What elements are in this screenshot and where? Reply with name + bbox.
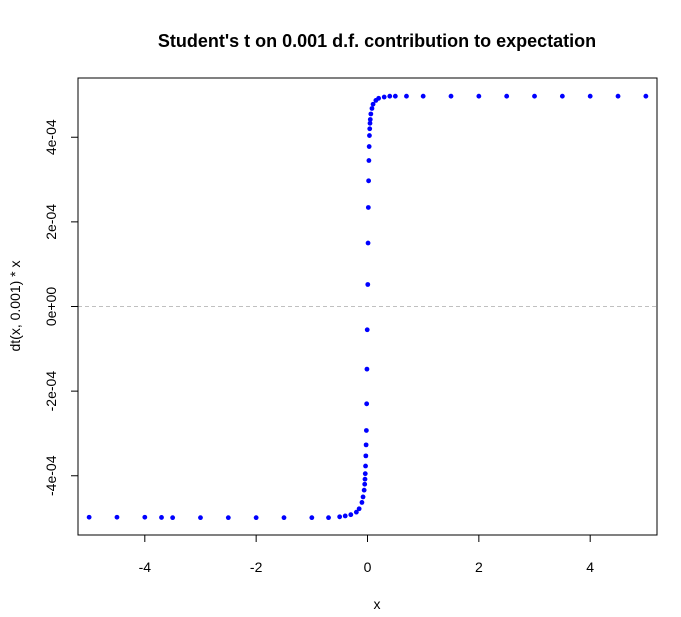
data-point <box>369 106 375 111</box>
data-point <box>142 514 148 520</box>
data-point <box>309 515 315 521</box>
x-tick-label: -4 <box>139 559 152 575</box>
data-point <box>367 133 372 138</box>
data-point <box>363 428 369 433</box>
data-point <box>392 93 398 99</box>
data-point <box>362 481 368 487</box>
data-point <box>337 514 343 520</box>
y-axis-label: dt(x, 0.001) * x <box>7 260 23 351</box>
data-point <box>356 506 362 512</box>
data-point <box>367 120 373 126</box>
x-tick-label: -2 <box>250 559 263 575</box>
data-point <box>348 512 354 518</box>
data-point <box>366 144 372 149</box>
data-point <box>364 401 370 407</box>
data-point <box>368 111 374 117</box>
data-point <box>381 94 387 100</box>
data-point <box>615 93 621 99</box>
data-point <box>198 515 203 521</box>
data-point <box>362 471 368 477</box>
y-tick-label: 4e-04 <box>43 119 59 155</box>
data-point <box>281 515 287 521</box>
data-point <box>367 117 373 122</box>
data-point <box>363 463 368 469</box>
data-point <box>364 327 370 333</box>
data-point <box>504 93 510 99</box>
x-tick-label: 0 <box>364 559 372 575</box>
data-point <box>363 442 369 448</box>
data-point <box>387 93 393 99</box>
data-point <box>476 93 482 99</box>
data-point <box>366 158 372 163</box>
y-tick-label: 2e-04 <box>43 204 59 240</box>
data-point <box>253 515 259 521</box>
data-point <box>532 93 537 99</box>
data-point <box>404 93 409 99</box>
data-point <box>365 205 371 210</box>
data-point <box>342 513 348 519</box>
x-axis-label: x <box>374 596 381 612</box>
data-point <box>159 515 164 520</box>
data-point <box>362 476 368 482</box>
x-tick-label: 4 <box>586 559 594 575</box>
data-point <box>370 101 376 107</box>
data-point <box>364 366 370 372</box>
data-point <box>360 494 366 500</box>
data-point <box>365 240 371 246</box>
x-tick-label: 2 <box>475 559 483 575</box>
y-tick-label: -4e-04 <box>43 455 59 496</box>
y-axis: -4e-04 -2e-04 0e+00 2e-04 4e-04 <box>43 119 79 496</box>
chart-title: Student's t on 0.001 d.f. contribution t… <box>158 31 596 51</box>
data-point <box>359 500 365 505</box>
data-point <box>559 93 565 99</box>
data-point <box>587 93 593 99</box>
data-point <box>326 515 331 521</box>
data-point <box>367 126 373 132</box>
data-point <box>363 453 369 459</box>
data-points <box>86 93 649 521</box>
data-point <box>225 515 231 521</box>
data-point <box>376 95 382 101</box>
data-point <box>643 93 649 99</box>
data-point <box>361 487 367 493</box>
data-point <box>114 514 120 520</box>
y-tick-label: 0e+00 <box>43 287 59 327</box>
data-point <box>353 509 359 515</box>
data-point <box>365 282 371 287</box>
y-tick-label: -2e-04 <box>43 371 59 412</box>
data-point <box>366 178 372 184</box>
data-point <box>420 93 426 99</box>
data-point <box>86 514 92 520</box>
data-point <box>448 93 454 99</box>
data-point <box>170 515 176 521</box>
x-axis: -4 -2 0 2 4 <box>139 534 594 575</box>
